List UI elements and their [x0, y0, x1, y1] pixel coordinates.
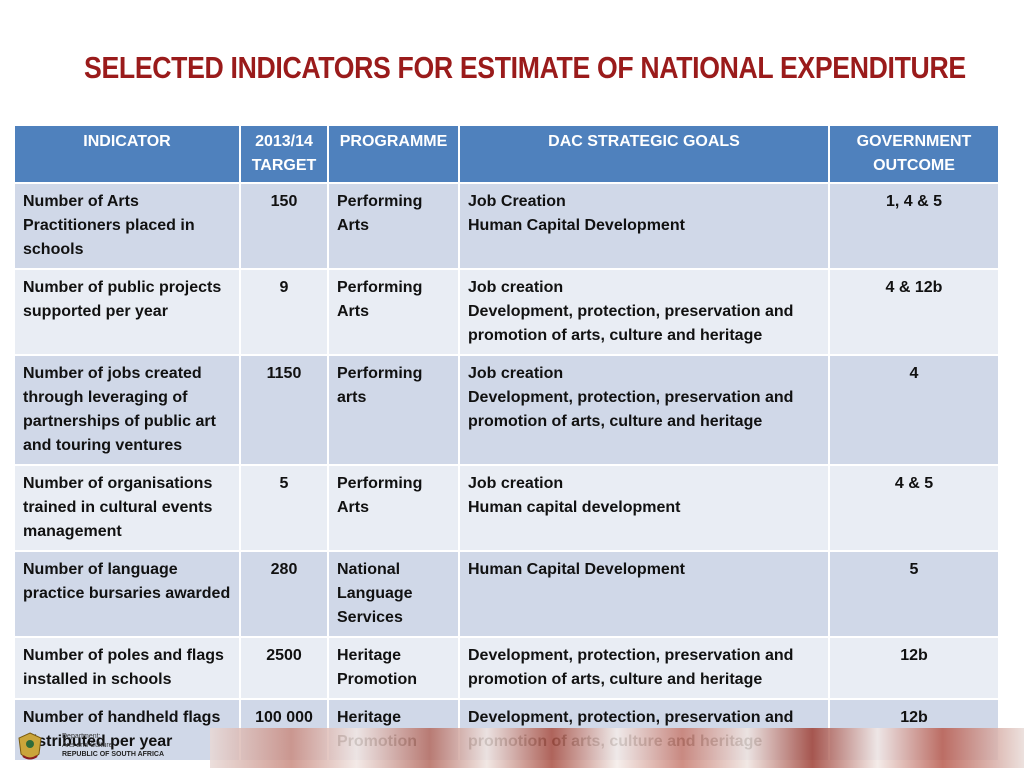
- header-indicator: INDICATOR: [13, 124, 241, 184]
- cell-indicator: Number of Arts Practitioners placed in s…: [13, 182, 241, 270]
- header-dac-strategic-goals: DAC STRATEGIC GOALS: [458, 124, 830, 184]
- header-target: 2013/14 TARGET: [239, 124, 329, 184]
- cell-indicator: Number of language practice bursaries aw…: [13, 550, 241, 638]
- goal-line: Human capital development: [468, 499, 681, 516]
- cell-programme: National Language Services: [327, 550, 460, 638]
- department-label: Department: Arts and Culture REPUBLIC OF…: [62, 732, 164, 759]
- cell-indicator: Number of jobs created through leveragin…: [13, 354, 241, 466]
- table-row: Number of jobs created through leveragin…: [13, 354, 1000, 466]
- goal-line: Development, protection, preservation an…: [468, 647, 794, 688]
- cell-target: 9: [239, 268, 329, 356]
- cell-outcome: 5: [828, 550, 1000, 638]
- goal-line: Human Capital Development: [468, 561, 685, 578]
- footer-banner: Department: Arts and Culture REPUBLIC OF…: [0, 728, 1024, 768]
- cell-target: 280: [239, 550, 329, 638]
- cell-outcome: 4 & 12b: [828, 268, 1000, 356]
- coat-of-arms-icon: [18, 732, 42, 760]
- cell-goals: Job creation Development, protection, pr…: [458, 268, 830, 356]
- cell-programme: Performing Arts: [327, 182, 460, 270]
- cell-goals: Human Capital Development: [458, 550, 830, 638]
- table-row: Number of Arts Practitioners placed in s…: [13, 182, 1000, 270]
- dept-line: Arts and Culture: [62, 742, 113, 749]
- table-row: Number of poles and flags installed in s…: [13, 636, 1000, 700]
- table-header-row: INDICATOR 2013/14 TARGET PROGRAMME DAC S…: [13, 124, 1000, 184]
- indicators-table: INDICATOR 2013/14 TARGET PROGRAMME DAC S…: [13, 124, 1000, 762]
- cell-outcome: 1, 4 & 5: [828, 182, 1000, 270]
- goal-line: Human Capital Development: [468, 217, 685, 234]
- cell-programme: Performing Arts: [327, 464, 460, 552]
- page-title: SELECTED INDICATORS FOR ESTIMATE OF NATI…: [84, 50, 966, 85]
- cell-target: 1150: [239, 354, 329, 466]
- cell-indicator: Number of poles and flags installed in s…: [13, 636, 241, 700]
- goal-line: Job creation: [468, 279, 564, 296]
- cell-target: 2500: [239, 636, 329, 700]
- cell-outcome: 4 & 5: [828, 464, 1000, 552]
- table-row: Number of public projects supported per …: [13, 268, 1000, 356]
- goal-line: Job creation: [468, 365, 564, 382]
- cell-target: 5: [239, 464, 329, 552]
- cell-indicator: Number of organisations trained in cultu…: [13, 464, 241, 552]
- header-programme: PROGRAMME: [327, 124, 460, 184]
- cell-indicator: Number of handheld flags distributed per…: [13, 698, 241, 762]
- table-row: Number of organisations trained in cultu…: [13, 464, 1000, 552]
- table-body: Number of Arts Practitioners placed in s…: [13, 182, 1000, 762]
- cell-goals: Development, protection, preservation an…: [458, 636, 830, 700]
- header-government-outcome: GOVERNMENT OUTCOME: [828, 124, 1000, 184]
- goal-line: Job creation: [468, 475, 564, 492]
- cell-goals: Job creation Development, protection, pr…: [458, 354, 830, 466]
- cell-programme: Heritage Promotion: [327, 636, 460, 700]
- cell-target: 150: [239, 182, 329, 270]
- cell-goals: Job creation Human capital development: [458, 464, 830, 552]
- republic-label: REPUBLIC OF SOUTH AFRICA: [62, 751, 165, 758]
- goal-line: Development, protection, preservation an…: [468, 303, 794, 344]
- goal-line: Job Creation: [468, 193, 566, 210]
- dept-line: Department:: [62, 733, 101, 740]
- table-row: Number of language practice bursaries aw…: [13, 550, 1000, 638]
- cell-outcome: 4: [828, 354, 1000, 466]
- goal-line: Development, protection, preservation an…: [468, 389, 794, 430]
- footer-decorative-strip: [210, 728, 1024, 768]
- cell-programme: Performing Arts: [327, 268, 460, 356]
- cell-indicator: Number of public projects supported per …: [13, 268, 241, 356]
- cell-goals: Job Creation Human Capital Development: [458, 182, 830, 270]
- cell-outcome: 12b: [828, 636, 1000, 700]
- indicators-table-container: INDICATOR 2013/14 TARGET PROGRAMME DAC S…: [13, 124, 1000, 762]
- cell-programme: Performing arts: [327, 354, 460, 466]
